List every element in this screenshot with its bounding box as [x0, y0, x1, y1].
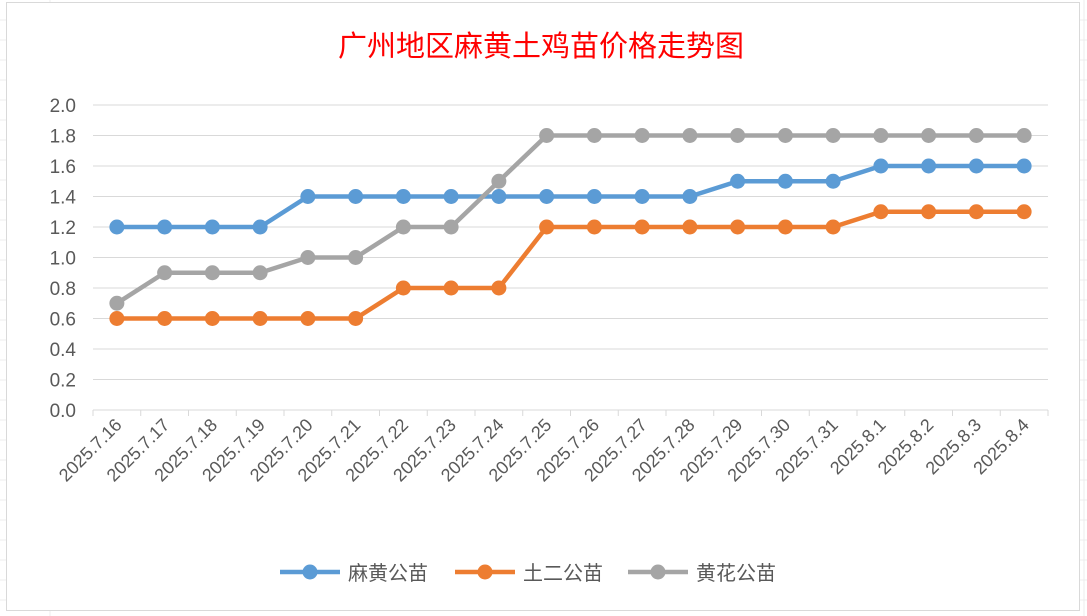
data-point[interactable] [252, 265, 268, 281]
data-point[interactable] [395, 219, 411, 235]
series-line[interactable] [114, 133, 1027, 306]
data-point[interactable] [921, 204, 937, 220]
data-point[interactable] [730, 219, 746, 235]
series-2[interactable] [109, 204, 1032, 326]
data-point[interactable] [873, 204, 889, 220]
data-point[interactable] [730, 173, 746, 189]
y-tick-label: 0.4 [50, 340, 77, 361]
data-point[interactable] [825, 173, 841, 189]
legend-item[interactable]: 黄花公苗 [628, 561, 776, 585]
data-point[interactable] [825, 128, 841, 143]
y-tick-label: 1.0 [50, 249, 76, 270]
data-point[interactable] [968, 158, 984, 174]
data-point[interactable] [348, 189, 364, 204]
data-point[interactable] [586, 128, 602, 143]
data-point[interactable] [873, 158, 889, 174]
y-tick-label: 0.8 [50, 279, 76, 300]
data-point[interactable] [539, 219, 555, 235]
y-tick-label: 1.8 [50, 127, 76, 148]
data-point[interactable] [204, 265, 220, 281]
data-point[interactable] [204, 219, 220, 235]
y-tick-label: 1.6 [50, 157, 76, 178]
data-point[interactable] [491, 189, 507, 204]
data-point[interactable] [395, 280, 411, 296]
series-line[interactable] [114, 163, 1027, 230]
series-3[interactable] [109, 128, 1032, 311]
y-tick-label: 0.0 [50, 401, 76, 422]
data-point[interactable] [921, 158, 937, 174]
data-point[interactable] [682, 219, 698, 235]
y-tick-label: 2.0 [50, 96, 76, 117]
data-point[interactable] [300, 250, 316, 265]
legend-label: 麻黄公苗 [348, 561, 428, 585]
legend-item[interactable]: 土二公苗 [455, 561, 603, 585]
legend-swatch-marker [650, 564, 666, 580]
data-point[interactable] [252, 219, 268, 235]
data-point[interactable] [634, 128, 650, 143]
x-axis-ticks: 2025.7.162025.7.172025.7.182025.7.192025… [55, 410, 1049, 485]
data-point[interactable] [586, 189, 602, 204]
data-point[interactable] [348, 311, 364, 326]
data-point[interactable] [777, 173, 793, 189]
data-point[interactable] [777, 128, 793, 143]
plot-series [109, 128, 1032, 326]
legend-label: 土二公苗 [523, 561, 603, 585]
data-point[interactable] [204, 311, 220, 326]
y-tick-label: 0.6 [50, 310, 76, 331]
data-point[interactable] [539, 128, 555, 143]
data-point[interactable] [443, 280, 459, 296]
data-point[interactable] [157, 219, 173, 235]
data-point[interactable] [777, 219, 793, 235]
data-point[interactable] [682, 128, 698, 143]
data-point[interactable] [730, 128, 746, 143]
data-point[interactable] [968, 128, 984, 143]
legend-swatch-marker [302, 564, 318, 580]
data-point[interactable] [825, 219, 841, 235]
y-tick-label: 0.2 [50, 371, 76, 392]
data-point[interactable] [682, 189, 698, 204]
legend-swatch-marker [477, 564, 493, 580]
data-point[interactable] [109, 295, 125, 311]
data-point[interactable] [491, 173, 507, 189]
data-point[interactable] [109, 311, 125, 326]
gridlines [93, 104, 1048, 411]
data-point[interactable] [1016, 158, 1032, 174]
data-point[interactable] [586, 219, 602, 235]
y-tick-label: 1.2 [50, 218, 76, 239]
data-point[interactable] [968, 204, 984, 220]
data-point[interactable] [1016, 204, 1032, 220]
series-1[interactable] [109, 158, 1032, 235]
chart-area[interactable] [6, 2, 1080, 611]
data-point[interactable] [348, 250, 364, 265]
data-point[interactable] [395, 189, 411, 204]
data-point[interactable] [300, 311, 316, 326]
data-point[interactable] [157, 311, 173, 326]
data-point[interactable] [539, 189, 555, 204]
data-point[interactable] [300, 189, 316, 204]
series-line[interactable] [114, 209, 1027, 321]
data-point[interactable] [109, 219, 125, 235]
data-point[interactable] [443, 189, 459, 204]
y-axis-ticks: 0.0 0.2 0.4 0.6 0.8 1.0 1.2 1.4 1.6 1.8 2.0 [50, 96, 77, 422]
data-point[interactable] [921, 128, 937, 143]
legend-item[interactable]: 麻黄公苗 [280, 561, 428, 585]
legend: 麻黄公苗 土二公苗 黄花公苗 [280, 561, 776, 585]
data-point[interactable] [634, 189, 650, 204]
data-point[interactable] [252, 311, 268, 326]
legend-label: 黄花公苗 [696, 561, 776, 585]
data-point[interactable] [634, 219, 650, 235]
data-point[interactable] [873, 128, 889, 143]
data-point[interactable] [1016, 128, 1032, 143]
chart-title: 广州地区麻黄土鸡苗价格走势图 [338, 29, 744, 63]
data-point[interactable] [443, 219, 459, 235]
data-point[interactable] [157, 265, 173, 281]
y-tick-label: 1.4 [50, 188, 77, 209]
data-point[interactable] [491, 280, 507, 296]
